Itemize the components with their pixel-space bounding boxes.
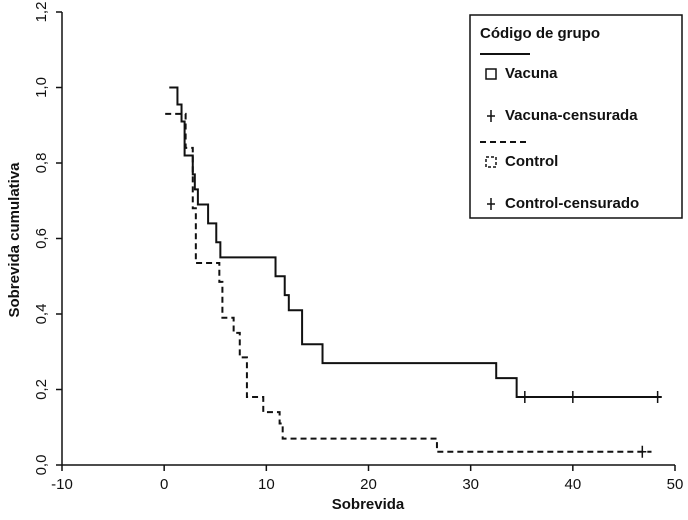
x-tick-label: 40 xyxy=(564,476,581,493)
legend-symbol xyxy=(485,68,497,80)
legend-title: Código de grupo xyxy=(480,25,600,42)
legend-label: Vacuna-censurada xyxy=(505,107,638,124)
y-tick-label: 1,0 xyxy=(33,77,50,98)
legend-symbol xyxy=(485,156,497,168)
x-tick-label: 0 xyxy=(160,476,168,493)
y-tick-label: 0,4 xyxy=(33,304,50,325)
censor-mark xyxy=(638,445,647,458)
x-axis-title: Sobrevida xyxy=(332,496,405,513)
y-tick-label: 0,8 xyxy=(33,153,50,174)
legend-box xyxy=(469,14,683,219)
y-tick-label: 0,6 xyxy=(33,228,50,249)
censor-mark xyxy=(568,391,577,404)
legend-symbol xyxy=(487,198,495,210)
legend-label: Control-censurado xyxy=(505,195,639,212)
x-tick-label: 50 xyxy=(667,476,684,493)
y-tick-label: 0,0 xyxy=(33,455,50,476)
y-axis-title: Sobrevida cumulativa xyxy=(6,162,23,318)
x-tick-label: 20 xyxy=(360,476,377,493)
censor-mark xyxy=(653,391,662,404)
legend-label: Control xyxy=(505,153,558,170)
x-tick-label: -10 xyxy=(51,476,73,493)
censor-mark xyxy=(520,391,529,404)
x-tick-label: 10 xyxy=(258,476,275,493)
y-tick-label: 1,2 xyxy=(33,2,50,23)
survival-line xyxy=(169,86,662,399)
legend-label: Vacuna xyxy=(505,65,558,82)
legend-symbol xyxy=(487,110,495,122)
survival-line xyxy=(165,112,652,453)
x-tick-label: 30 xyxy=(462,476,479,493)
y-tick-label: 0,2 xyxy=(33,379,50,400)
